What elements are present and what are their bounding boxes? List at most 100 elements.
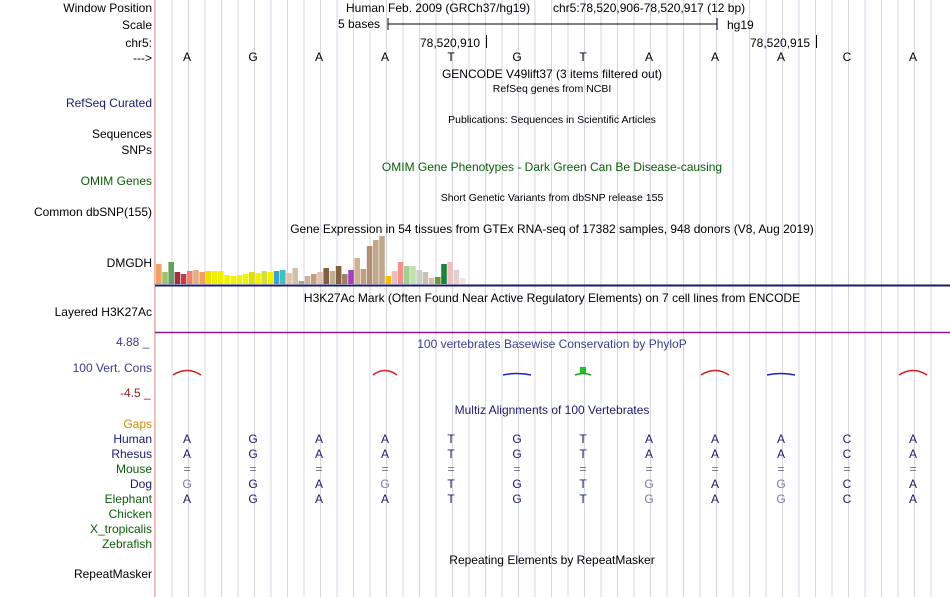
sequence-base: T	[447, 50, 455, 64]
alignment-base: G	[512, 432, 522, 446]
gencode-title[interactable]: GENCODE V49lift37 (3 items filtered out)	[441, 67, 663, 81]
species-label[interactable]: Elephant	[104, 492, 152, 506]
phylop-score-mark	[580, 367, 586, 373]
alignment-base: A	[380, 492, 389, 506]
h3k27ac-title[interactable]: H3K27Ac Mark (Often Found Near Active Re…	[303, 291, 801, 305]
gtex-tissue-bar	[459, 278, 466, 284]
gtex-tissue-bar	[441, 264, 447, 284]
alignment-base: A	[776, 432, 785, 446]
repeatmasker-label[interactable]: RepeatMasker	[73, 567, 152, 581]
gtex-tissue-bar	[273, 271, 280, 284]
gtex-tissue-bar	[342, 274, 348, 284]
alignment-base: G	[776, 492, 786, 506]
chrom-label: chr5:	[125, 36, 152, 50]
alignment-base: =	[447, 462, 455, 476]
multiz-title[interactable]: Multiz Alignments of 100 Vertebrates	[454, 403, 650, 417]
alignment-base: T	[579, 447, 587, 461]
alignment-base: T	[447, 492, 455, 506]
species-label[interactable]: Dog	[129, 477, 152, 491]
alignment-base: G	[644, 477, 654, 491]
alignment-base: =	[513, 462, 521, 476]
alignment-base: G	[644, 492, 654, 506]
gtex-tissue-bar	[298, 281, 305, 284]
refseq-title[interactable]: RefSeq genes from NCBI	[492, 83, 612, 95]
gtex-tissue-bar	[410, 266, 416, 284]
gtex-tissue-bar	[193, 270, 199, 284]
sequence-base: A	[710, 50, 719, 64]
alignment-base: =	[249, 462, 257, 476]
omim-title[interactable]: OMIM Gene Phenotypes - Dark Green Can Be…	[381, 160, 723, 174]
alignment-base: A	[710, 432, 719, 446]
gtex-tissue-bar	[304, 276, 311, 284]
alignment-base: T	[447, 432, 455, 446]
sequence-base: A	[182, 50, 191, 64]
species-label[interactable]: Mouse	[115, 462, 152, 476]
alignment-base: A	[380, 432, 389, 446]
alignment-base: C	[842, 432, 852, 446]
gtex-tissue-bar	[286, 273, 292, 284]
alignment-base: T	[579, 432, 587, 446]
sequence-base: G	[512, 50, 522, 64]
sequence-base: A	[644, 50, 653, 64]
alignment-base: =	[711, 462, 719, 476]
pubs-title[interactable]: Publications: Sequences in Scientific Ar…	[448, 114, 656, 126]
gtex-tissue-bar	[156, 264, 162, 284]
gtex-tissue-bar	[255, 273, 261, 284]
sequence-base: T	[579, 50, 587, 64]
alignment-base: G	[512, 447, 522, 461]
gtex-tissue-bar	[168, 262, 174, 284]
alignment-base: C	[842, 492, 852, 506]
sequences-label[interactable]: Sequences	[91, 127, 152, 141]
alignment-base: A	[908, 492, 917, 506]
alignment-base: A	[314, 492, 323, 506]
gtex-tissue-bar	[211, 271, 218, 284]
dbsnp-title[interactable]: Short Genetic Variants from dbSNP releas…	[440, 192, 664, 204]
gtex-tissue-bar	[280, 270, 286, 284]
gtex-tissue-bar	[162, 272, 168, 284]
omim-label[interactable]: OMIM Genes	[80, 174, 152, 188]
gtex-tissue-bar	[205, 271, 212, 284]
species-label[interactable]: Gaps	[123, 417, 152, 431]
phylop-score-mark	[574, 372, 592, 376]
position-text[interactable]: chr5:78,520,906-78,520,917 (12 bp)	[553, 1, 746, 15]
phylop-label[interactable]: 100 Vert. Cons	[72, 361, 152, 375]
alignment-base: G	[512, 477, 522, 491]
gtex-tissue-bar	[267, 272, 274, 284]
coord-label-1: 78,520,910	[420, 36, 481, 50]
gtex-tissue-bar	[366, 246, 373, 284]
assembly-text[interactable]: Human Feb. 2009 (GRCh37/hg19)	[346, 1, 531, 15]
gtex-tissue-bar	[354, 258, 360, 284]
sequence-base: A	[380, 50, 389, 64]
gtex-tissue-bar	[236, 275, 243, 284]
h3k27ac-label[interactable]: Layered H3K27Ac	[54, 305, 152, 319]
gtex-title[interactable]: Gene Expression in 54 tissues from GTEx …	[290, 222, 814, 236]
snps-label[interactable]: SNPs	[121, 143, 152, 157]
coord-label-2: 78,520,915	[750, 36, 811, 50]
alignment-base: A	[710, 447, 719, 461]
refseq-label[interactable]: RefSeq Curated	[65, 96, 152, 110]
sequence-base: C	[842, 50, 852, 64]
alignment-base: A	[908, 477, 917, 491]
strand-label: --->	[133, 51, 152, 65]
species-label[interactable]: Chicken	[108, 507, 152, 521]
species-label[interactable]: Zebrafish	[101, 537, 152, 551]
species-label[interactable]: X_tropicalis	[89, 522, 152, 536]
repeatmasker-title[interactable]: Repeating Elements by RepeatMasker	[449, 553, 655, 567]
sequence-base: G	[248, 50, 258, 64]
alignment-base: C	[842, 477, 852, 491]
alignment-base: C	[842, 447, 852, 461]
alignment-base: A	[182, 447, 191, 461]
alignment-base: A	[710, 492, 719, 506]
alignment-base: G	[380, 477, 390, 491]
phylop-title[interactable]: 100 vertebrates Basewise Conservation by…	[417, 337, 687, 351]
gtex-tissue-bar	[453, 270, 460, 284]
alignment-base: A	[314, 477, 323, 491]
species-label[interactable]: Human	[113, 432, 152, 446]
dbsnp-label[interactable]: Common dbSNP(155)	[33, 205, 152, 219]
gtex-tissue-bar	[292, 268, 298, 284]
gtex-gene-label[interactable]: DMGDH	[106, 256, 152, 270]
sequence-base: A	[776, 50, 785, 64]
alignment-base: A	[182, 432, 191, 446]
species-label[interactable]: Rhesus	[111, 447, 152, 461]
